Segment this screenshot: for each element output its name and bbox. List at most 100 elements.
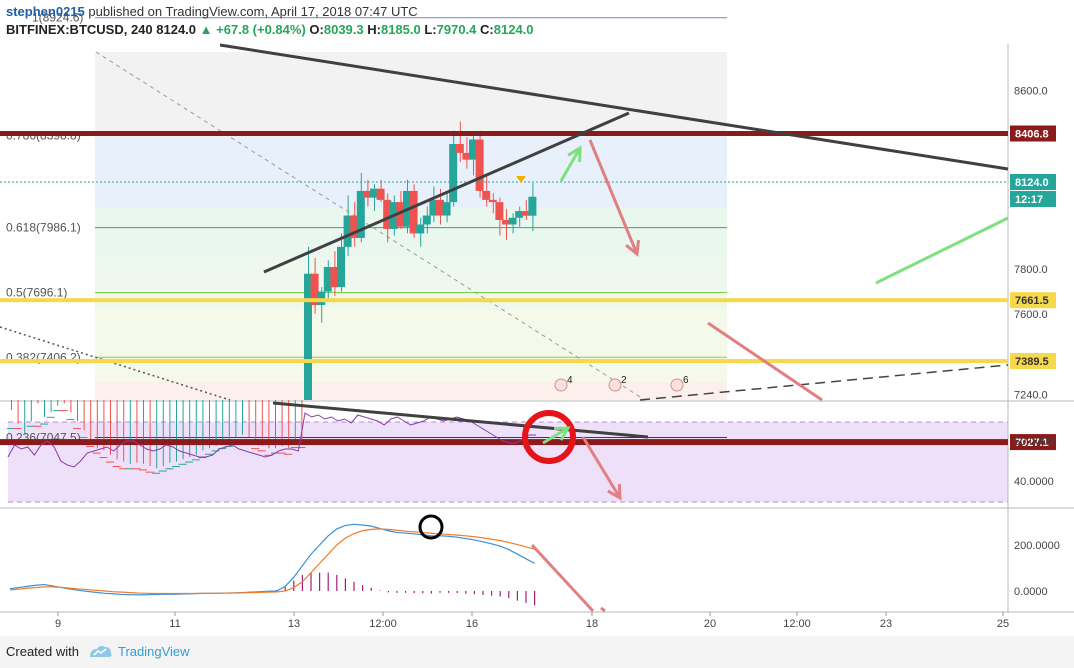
rising-trend-line — [263, 111, 630, 274]
fib-zone-top — [95, 52, 727, 135]
price-axis-tick-label: 7240.0 — [1014, 389, 1048, 401]
candle-body — [13, 428, 22, 430]
fib-zone-0382 — [95, 310, 727, 382]
price-axis-tick-label: 7600.0 — [1014, 309, 1048, 321]
candle-body — [370, 188, 378, 198]
candle-body — [53, 410, 62, 412]
candle-body — [383, 199, 392, 229]
candle-body — [350, 215, 359, 238]
fib-label: 0.618(7986.1) — [6, 221, 81, 235]
price-label-box — [1010, 191, 1056, 207]
candle-body — [178, 463, 187, 465]
arrow-red-icon — [707, 321, 823, 402]
time-axis-tick-label: 16 — [466, 618, 478, 630]
signal-line — [9, 528, 535, 595]
candle-body — [251, 448, 260, 450]
candle-body — [145, 471, 154, 473]
price-label: 7389.5 — [1015, 356, 1049, 368]
candle-body — [323, 266, 332, 292]
event-marker-icon — [670, 378, 684, 392]
candle-body — [92, 452, 101, 454]
author-name[interactable]: stephen0215 — [6, 4, 85, 19]
candle-body — [363, 190, 372, 198]
candle-body — [165, 468, 174, 470]
price-label-box — [1010, 174, 1056, 190]
published-text: published on TradingView.com, April 17, … — [88, 4, 418, 19]
up-triangle-icon: ▲ — [199, 22, 213, 37]
candle-body — [26, 425, 35, 427]
candle-body — [297, 447, 306, 449]
candle-body — [66, 419, 75, 421]
candle-body — [290, 447, 299, 449]
candle-body — [356, 190, 365, 238]
price-axis-tick-label: 7800.0 — [1014, 264, 1048, 276]
arrow-green-icon — [553, 426, 571, 441]
candle-body — [515, 211, 524, 218]
arrow-red-icon — [530, 543, 595, 613]
candle-body — [376, 188, 385, 200]
low-value: 7970.4 — [436, 22, 477, 37]
resistance-level-line — [0, 439, 1008, 446]
created-with-label: Created with — [6, 644, 79, 659]
fib-zone-0236 — [95, 382, 727, 400]
arrow-green-icon — [875, 216, 1009, 285]
candle-body — [139, 469, 147, 471]
candle-body — [436, 199, 444, 216]
candle-body — [264, 454, 273, 456]
candle-body — [211, 450, 220, 452]
candle-body — [502, 220, 510, 225]
macd-axis-tick-label: 200.0000 — [1014, 540, 1060, 552]
candle-body — [284, 453, 293, 455]
chart-header: stephen0215 published on TradingView.com… — [0, 0, 1074, 44]
event-marker-icon — [554, 378, 568, 392]
candle-body — [488, 199, 497, 203]
price-label-box — [1010, 292, 1056, 309]
publish-info: stephen0215 published on TradingView.com… — [6, 4, 418, 19]
support-level-line — [0, 298, 1008, 303]
symbol-label: BITFINEX:BTCUSD, 240 — [6, 22, 153, 37]
dotted-trend-line — [0, 326, 231, 401]
price-label: 8406.8 — [1015, 129, 1049, 141]
time-axis-tick-label: 13 — [288, 618, 300, 630]
price-axis-tick-label: 8600.0 — [1014, 85, 1048, 97]
candle-body — [330, 266, 339, 288]
candle-body — [416, 224, 425, 234]
close-label: C: — [480, 22, 494, 37]
symbol-info: BITFINEX:BTCUSD, 240 8124.0 ▲ +67.8 (+0.… — [6, 22, 534, 37]
candle-body — [310, 273, 319, 306]
event-marker-count: 4 — [567, 375, 573, 386]
time-axis-tick-label: 20 — [704, 618, 716, 630]
price-change: +67.8 (+0.84%) — [216, 22, 306, 37]
open-label: O: — [309, 22, 324, 37]
arrow-red-icon — [588, 139, 639, 255]
rsi-trend-line — [272, 401, 649, 439]
resistance-level-line — [0, 131, 1008, 136]
candle-body — [205, 453, 213, 455]
time-axis-tick-label: 11 — [169, 618, 180, 630]
fib-label: 0.5(7696.1) — [6, 285, 67, 299]
macd-axis-tick-label: 0.0000 — [1014, 586, 1048, 598]
candle-body — [33, 425, 42, 427]
tradingview-brand[interactable]: TradingView — [118, 644, 190, 659]
candle-body — [185, 461, 194, 463]
last-price: 8124.0 — [156, 22, 197, 37]
candle-body — [191, 459, 200, 461]
candle-body — [198, 457, 207, 459]
candle-body — [482, 190, 491, 200]
support-level-line — [0, 359, 1008, 364]
descending-trend-line — [219, 43, 1009, 171]
candle-body — [40, 423, 48, 425]
time-axis-tick-label: 12:00 — [783, 618, 811, 630]
macd-line — [9, 523, 535, 596]
rsi-axis-tick-label: 40.0000 — [1014, 476, 1054, 488]
price-label-box — [1010, 125, 1056, 142]
tradingview-logo-icon[interactable] — [88, 643, 114, 659]
arrow-green-icon — [567, 145, 582, 163]
event-marker-icon — [608, 378, 622, 392]
candle-body — [469, 139, 477, 160]
time-axis-tick-label: 23 — [880, 618, 892, 630]
candle-body — [521, 211, 530, 216]
candle-body — [218, 448, 227, 450]
high-value: 8185.0 — [380, 22, 421, 37]
fib-label: 1(8924.6) — [32, 11, 83, 25]
